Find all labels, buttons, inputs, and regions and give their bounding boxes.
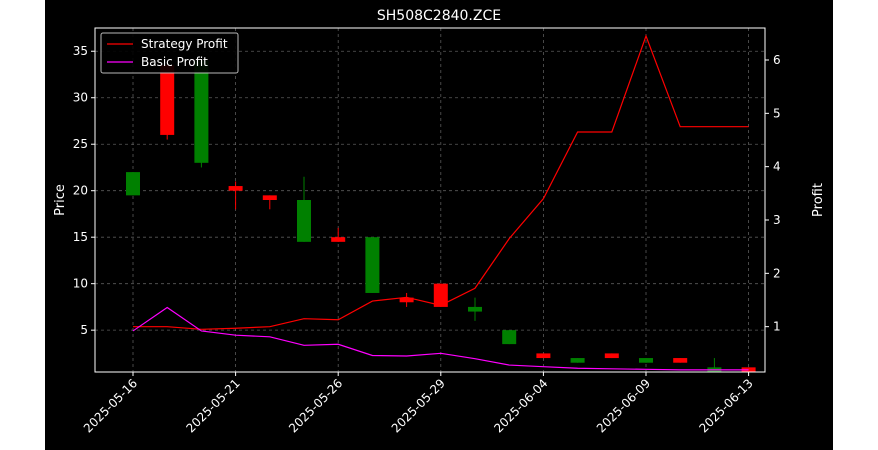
candle [160,60,175,140]
candle-body [262,195,277,200]
left-y-axis-label: Price [53,184,68,216]
candle-body [536,353,551,359]
right-y-tick-label: 3 [773,213,781,227]
candle [502,330,517,345]
legend-label: Strategy Profit [141,37,228,51]
candle [262,195,277,210]
candle-body [468,306,482,312]
candle-body [639,358,653,363]
series-line-basic-profit [132,306,749,371]
legend: Strategy Profit Basic Profit [100,32,239,74]
candlesticks [126,60,756,372]
series-line-strategy-profit [133,34,749,330]
chart-title: SH508C2840.ZCE [377,8,501,24]
left-y-tick-label: 5 [80,323,88,337]
left-y-tick-label: 25 [73,137,88,151]
candle-body [502,330,517,345]
candle-body [399,297,414,303]
candle [399,292,414,307]
right-y-tick-label: 4 [773,160,781,174]
right-y-tick-label: 2 [773,266,781,280]
plot-frame [94,27,766,373]
candle [536,353,551,359]
left-y-tick-label: 10 [73,277,88,291]
candle-body [433,283,448,307]
candle-body [673,358,688,363]
grid [95,28,765,372]
candle [673,358,688,363]
right-y-tick-label: 1 [773,320,781,334]
left-y-tick-label: 35 [73,44,88,58]
candle-body [365,237,380,293]
candle [365,237,380,293]
left-y-axis: 5 10 15 20 25 30 35 [73,44,95,337]
candle [228,181,243,210]
right-y-axis-label: Profit [811,183,826,217]
legend-label: Basic Profit [141,55,208,69]
candle-body [297,200,311,242]
figure-background [45,0,833,450]
right-y-tick-label: 5 [773,106,781,120]
candle-body [604,353,619,359]
left-y-tick-label: 15 [73,230,88,244]
candle [297,176,311,242]
candle [126,172,140,196]
candle [468,297,482,321]
candle-body [570,358,585,363]
candle-body [126,172,140,196]
left-y-tick-label: 30 [73,91,88,105]
profit-lines [132,34,749,371]
candle [194,60,209,168]
candle [570,358,585,363]
candle [331,227,346,242]
candle-body [194,60,209,163]
candle-body [160,65,175,135]
candle [433,283,448,307]
candle-body [331,237,346,242]
right-y-tick-label: 6 [773,53,781,67]
right-y-axis: 1 2 3 4 5 6 [765,53,781,334]
left-y-tick-label: 20 [73,184,88,198]
candle [604,353,619,359]
legend-box [100,32,239,74]
candle [639,358,653,363]
candle-body [228,186,243,191]
